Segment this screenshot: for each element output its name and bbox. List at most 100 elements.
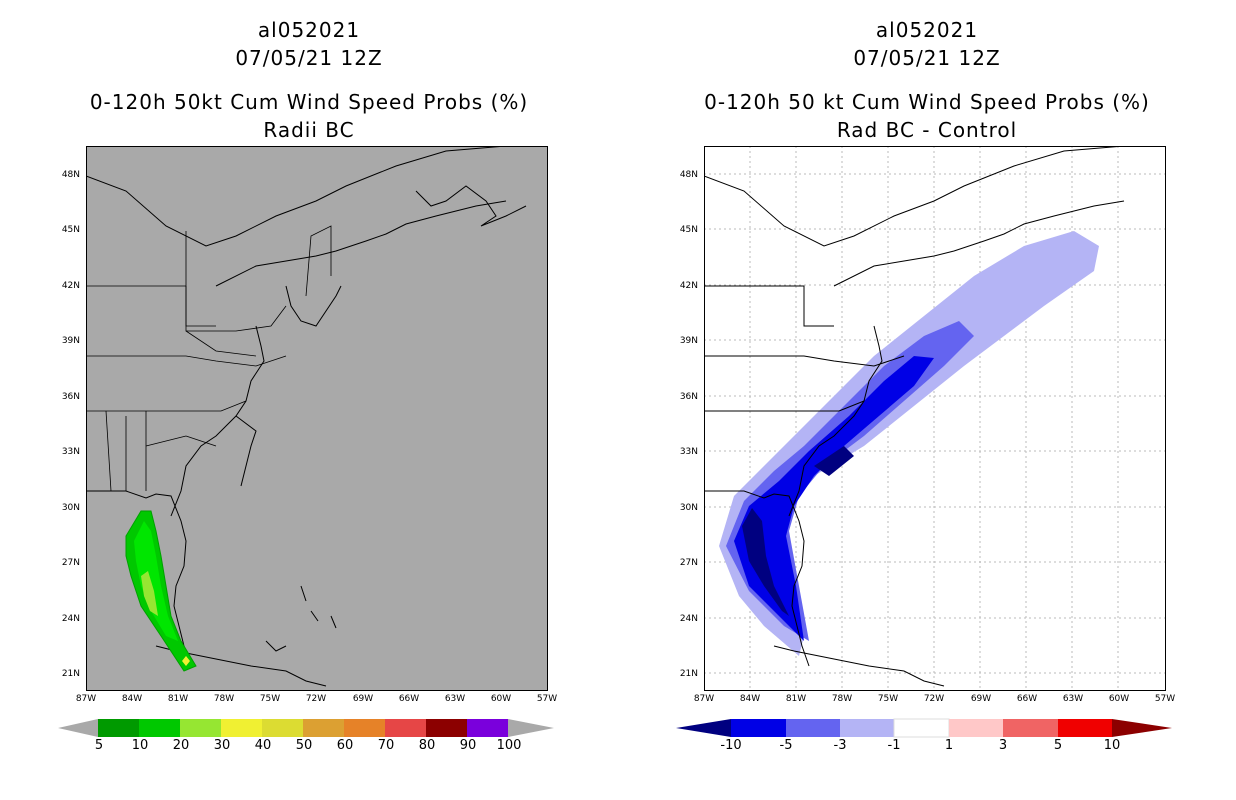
left-panel: al052021 07/05/21 12Z 0-120h 50kt Cum Wi… bbox=[58, 18, 558, 753]
probability-swath bbox=[125, 510, 197, 672]
lon-label: 87W bbox=[693, 694, 715, 704]
lon-label: 60W bbox=[490, 694, 512, 704]
lon-label: 81W bbox=[785, 694, 807, 704]
diff-minus1 bbox=[719, 231, 1099, 656]
cbar-label: -3 bbox=[833, 738, 847, 753]
map-left bbox=[86, 146, 548, 691]
lat-label: 39N bbox=[679, 336, 698, 346]
cbar-bin bbox=[731, 719, 786, 737]
lat-label: 36N bbox=[61, 392, 80, 402]
lon-label: 84W bbox=[121, 694, 143, 704]
lon-label: 75W bbox=[259, 694, 281, 704]
state-borders bbox=[86, 225, 332, 492]
cbar-bin bbox=[840, 719, 894, 737]
lat-label: 45N bbox=[679, 225, 698, 235]
plot-subtitle: Rad BC - Control bbox=[836, 118, 1018, 142]
cbar-over bbox=[508, 719, 554, 737]
cbar-bin bbox=[426, 719, 467, 737]
lat-label: 42N bbox=[61, 281, 80, 291]
cbar-bin bbox=[1003, 719, 1058, 737]
diff-minus10 bbox=[814, 446, 854, 476]
lon-label: 63W bbox=[444, 694, 466, 704]
diff-minus5 bbox=[734, 356, 934, 641]
lon-label: 87W bbox=[75, 694, 97, 704]
lat-label: 33N bbox=[679, 447, 698, 457]
cbar-label: 5 bbox=[94, 738, 104, 753]
plot-title: 0-120h 50kt Cum Wind Speed Probs (%) bbox=[89, 90, 529, 114]
cbar-bin bbox=[786, 719, 840, 737]
cbar-under bbox=[676, 719, 731, 737]
plot-title: 0-120h 50 kt Cum Wind Speed Probs (%) bbox=[704, 90, 1150, 114]
cbar-label: 30 bbox=[213, 738, 231, 753]
cbar-label: 80 bbox=[418, 738, 436, 753]
cbar-bin bbox=[893, 718, 950, 738]
storm-id: al052021 bbox=[875, 18, 979, 42]
cbar-label: 1 bbox=[944, 738, 954, 753]
cbar-label: 5 bbox=[1053, 738, 1063, 753]
cbar-label: -10 bbox=[720, 738, 742, 753]
lon-label: 63W bbox=[1062, 694, 1084, 704]
lon-label: 57W bbox=[1154, 694, 1176, 704]
lon-label: 75W bbox=[877, 694, 899, 704]
lat-label: 24N bbox=[61, 614, 80, 624]
lon-label: 57W bbox=[536, 694, 558, 704]
cbar-bin bbox=[303, 719, 344, 737]
cbar-under bbox=[58, 719, 98, 737]
map-frame bbox=[704, 146, 1166, 691]
lat-label: 45N bbox=[61, 225, 80, 235]
cbar-bin bbox=[262, 719, 303, 737]
lon-label: 78W bbox=[831, 694, 853, 704]
lon-label: 78W bbox=[213, 694, 235, 704]
cbar-bin bbox=[180, 719, 221, 737]
lon-label: 69W bbox=[352, 694, 374, 704]
diff-minus10 bbox=[742, 508, 789, 616]
cbar-label: 50 bbox=[295, 738, 313, 753]
lat-label: 21N bbox=[679, 669, 698, 679]
swath-30 bbox=[141, 571, 158, 616]
lat-label: 24N bbox=[679, 614, 698, 624]
datetime: 07/05/21 12Z bbox=[235, 46, 383, 70]
cbar-bin bbox=[221, 719, 262, 737]
colorbar-right bbox=[676, 718, 1172, 738]
lon-label: 66W bbox=[398, 694, 420, 704]
lat-label: 36N bbox=[679, 392, 698, 402]
cbar-label: 20 bbox=[172, 738, 190, 753]
cbar-bin bbox=[467, 719, 508, 737]
cbar-over bbox=[1112, 719, 1172, 737]
lon-label: 69W bbox=[970, 694, 992, 704]
lat-label: 39N bbox=[61, 336, 80, 346]
colorbar-left bbox=[58, 719, 554, 737]
lat-label: 27N bbox=[61, 558, 80, 568]
cbar-label: 90 bbox=[459, 738, 477, 753]
lon-label: 81W bbox=[167, 694, 189, 704]
cbar-label: 3 bbox=[998, 738, 1008, 753]
cbar-bin bbox=[1058, 719, 1112, 737]
swath-peak bbox=[182, 656, 190, 666]
coastlines bbox=[704, 146, 1125, 687]
cbar-label: 40 bbox=[254, 738, 272, 753]
lon-label: 84W bbox=[739, 694, 761, 704]
cbar-bin bbox=[385, 719, 426, 737]
storm-id: al052021 bbox=[257, 18, 361, 42]
lat-label: 42N bbox=[679, 281, 698, 291]
lat-label: 48N bbox=[61, 170, 80, 180]
map-right bbox=[704, 146, 1166, 691]
swath-20 bbox=[134, 521, 178, 641]
cbar-label: -5 bbox=[779, 738, 793, 753]
lat-label: 30N bbox=[679, 503, 698, 513]
cbar-label: 70 bbox=[377, 738, 395, 753]
cbar-bin bbox=[344, 719, 385, 737]
cbar-bin bbox=[98, 719, 139, 737]
lon-label: 60W bbox=[1108, 694, 1130, 704]
lon-label: 72W bbox=[305, 694, 327, 704]
cbar-label: 10 bbox=[1103, 738, 1121, 753]
difference-field bbox=[719, 231, 1099, 656]
plot-subtitle: Radii BC bbox=[263, 118, 355, 142]
cbar-label: 100 bbox=[496, 738, 522, 753]
cbar-bin bbox=[139, 719, 180, 737]
lon-label: 66W bbox=[1016, 694, 1038, 704]
datetime: 07/05/21 12Z bbox=[853, 46, 1001, 70]
right-panel: al052021 07/05/21 12Z 0-120h 50 kt Cum W… bbox=[618, 0, 1236, 800]
lon-label: 72W bbox=[923, 694, 945, 704]
lat-label: 30N bbox=[61, 503, 80, 513]
